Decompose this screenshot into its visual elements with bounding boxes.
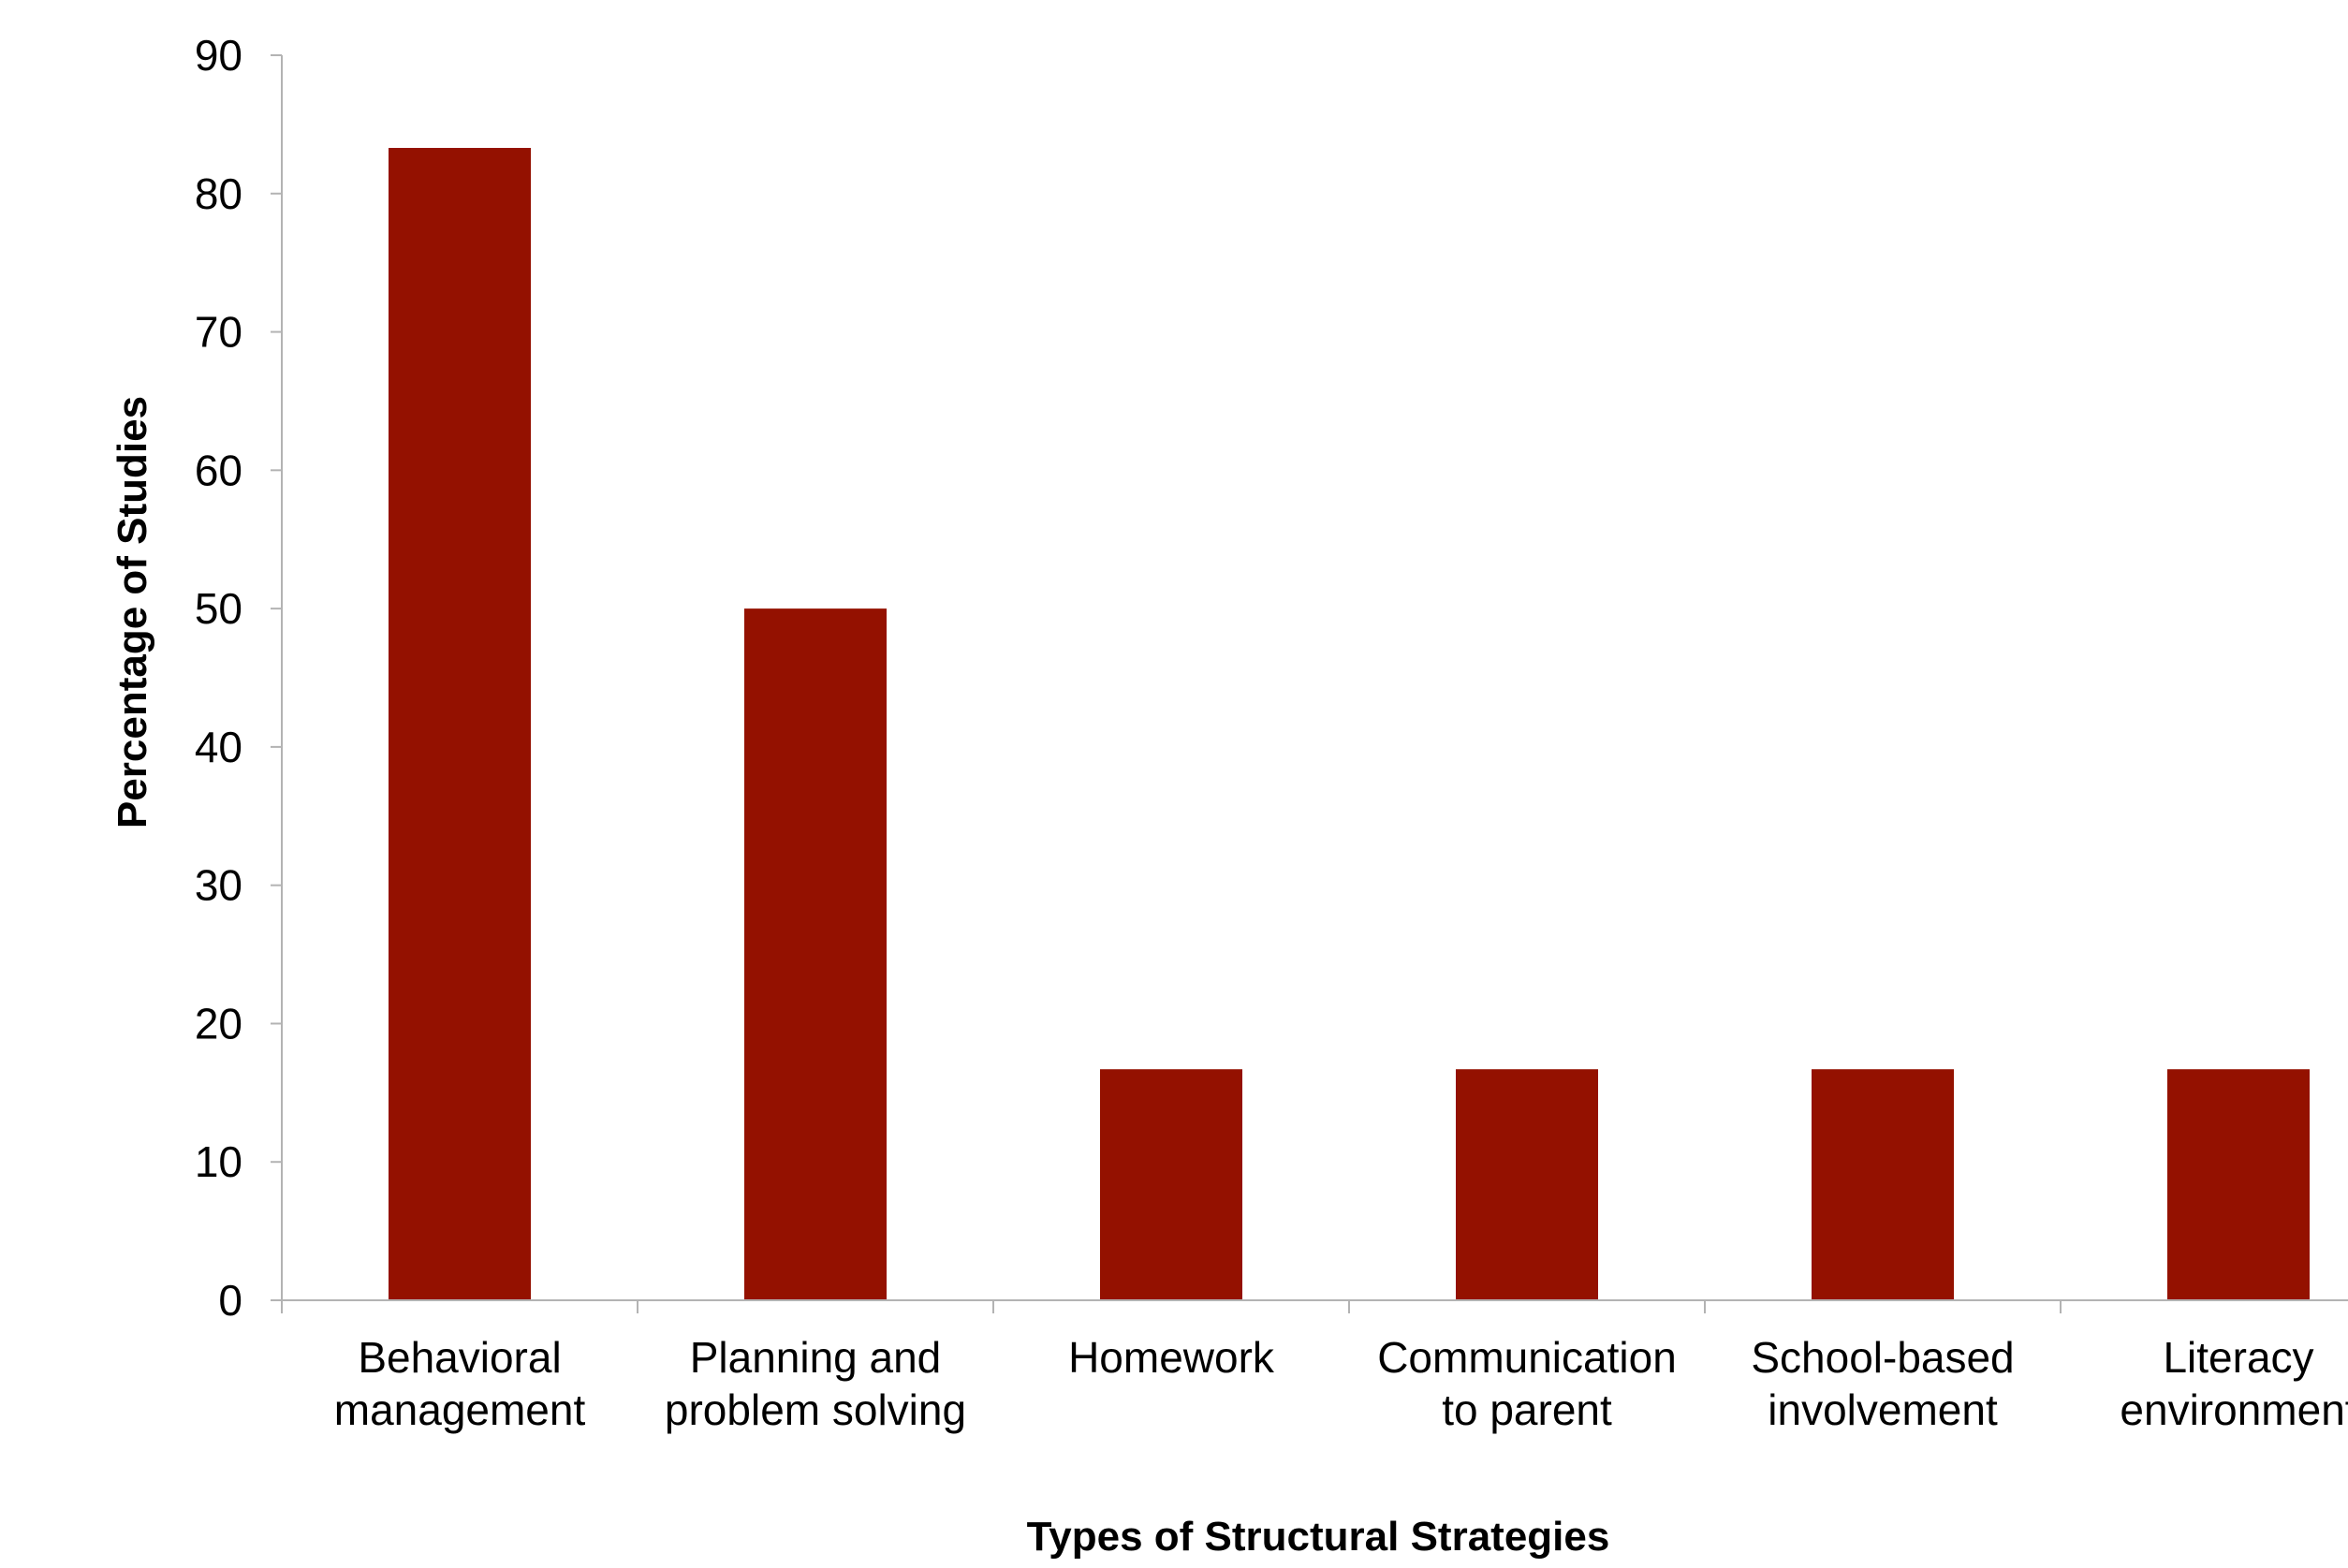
x-category-label: Communication to parent — [1377, 1333, 1677, 1434]
bar — [389, 148, 531, 1300]
y-tick-label: 20 — [195, 999, 242, 1048]
bar — [1812, 1069, 1954, 1300]
x-category-label: Homework — [1068, 1333, 1275, 1382]
bar — [2167, 1069, 2310, 1300]
x-category-label: Literacy environment — [2120, 1333, 2348, 1434]
y-tick-label: 90 — [195, 31, 242, 80]
y-tick-label: 50 — [195, 584, 242, 633]
bar — [1100, 1069, 1242, 1300]
x-category-label: Behavioral management — [334, 1333, 586, 1434]
x-axis-title: Types of Structural Strategies — [1027, 1514, 1610, 1560]
y-ticks-group: 0 10 20 30 40 50 60 70 80 90 — [195, 31, 282, 1325]
x-category-label: School-based involvement — [1751, 1333, 2014, 1434]
y-tick-label: 80 — [195, 169, 242, 218]
y-tick-label: 70 — [195, 308, 242, 357]
y-tick-label: 30 — [195, 861, 242, 910]
y-axis-title: Percentage of Studies — [110, 396, 155, 828]
y-tick-label: 0 — [218, 1276, 242, 1325]
bar — [1456, 1069, 1598, 1300]
x-category-label: Planning and problem solving — [665, 1333, 966, 1434]
y-tick-label: 10 — [195, 1137, 242, 1186]
y-tick-label: 40 — [195, 723, 242, 771]
axes-group — [281, 55, 2348, 1301]
x-ticks-group — [281, 1300, 2062, 1313]
bars-group — [389, 148, 2310, 1300]
bar — [744, 608, 887, 1300]
category-labels-group: Behavioral management Planning and problem … — [334, 1333, 2348, 1434]
y-tick-label: 60 — [195, 446, 242, 494]
